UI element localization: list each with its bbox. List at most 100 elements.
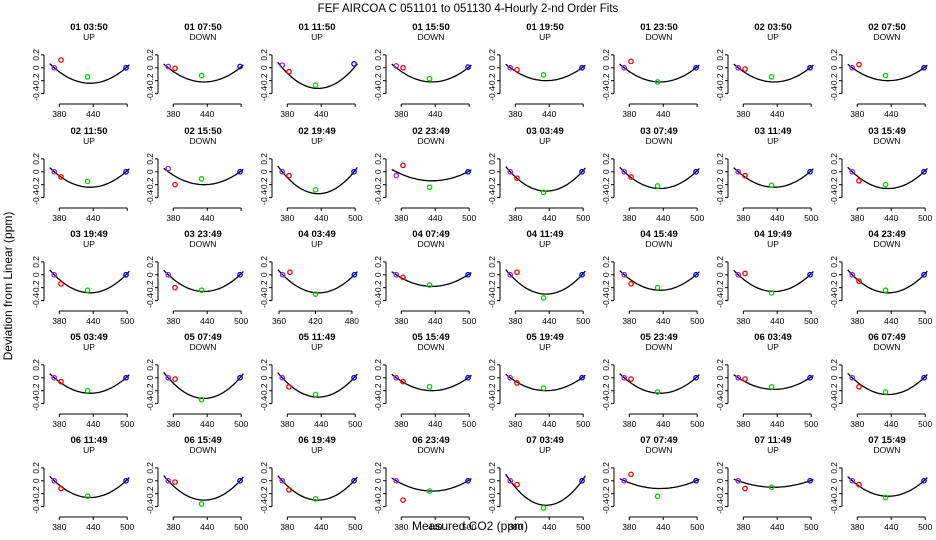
data-point: [693, 477, 699, 484]
data-point: [921, 477, 927, 484]
panel-title: 06 07:49: [868, 332, 906, 343]
panel-title: 04 03:49: [298, 229, 336, 240]
y-tick-label: -0.2: [31, 177, 41, 192]
data-point: [400, 378, 406, 385]
y-tick-label: 0: [145, 375, 155, 380]
x-tick-label: 380: [850, 419, 864, 429]
fit-curve: [733, 63, 814, 83]
y-tick-label: -0.2: [145, 177, 155, 192]
panel-direction: DOWN: [418, 136, 445, 146]
x-tick-label: 440: [428, 419, 442, 429]
x-tick-label: 500: [576, 522, 590, 532]
y-tick-label: -0.4: [829, 396, 839, 411]
panel-direction: DOWN: [190, 32, 217, 42]
data-point: [58, 280, 64, 287]
x-tick-label: 380: [622, 522, 636, 532]
x-tick-label: 380: [166, 522, 180, 532]
data-point: [237, 168, 243, 175]
y-tick-label: -0.2: [373, 383, 383, 398]
y-tick-label: -0.2: [259, 177, 269, 192]
y-tick-label: 0.2: [31, 256, 41, 268]
data-point: [165, 374, 172, 381]
panel-direction: DOWN: [874, 32, 901, 42]
data-point: [628, 471, 634, 478]
y-tick-label: 0.2: [373, 49, 383, 61]
y-tick-label: -0.2: [259, 383, 269, 398]
data-point: [621, 64, 628, 71]
x-tick-label: 440: [542, 316, 556, 326]
panel-direction: UP: [83, 239, 95, 249]
x-tick-label: 380: [622, 316, 636, 326]
y-tick-label: -0.2: [715, 383, 725, 398]
y-tick-label: 0: [829, 65, 839, 70]
y-tick-label: -0.4: [829, 190, 839, 205]
x-tick-label: 440: [428, 109, 442, 119]
x-tick-label: 440: [656, 316, 670, 326]
panel-direction: DOWN: [874, 445, 901, 455]
y-tick-label: -0.2: [145, 486, 155, 501]
panel-direction: UP: [311, 32, 323, 42]
data-point: [514, 481, 520, 488]
data-point: [123, 64, 129, 71]
data-point: [351, 477, 357, 484]
data-point: [351, 168, 357, 175]
x-tick-label: 500: [918, 522, 932, 532]
y-tick-label: 0.2: [373, 256, 383, 268]
x-tick-label: 440: [656, 109, 670, 119]
y-tick-label: 0: [487, 65, 497, 70]
data-point: [393, 477, 400, 484]
data-point: [279, 477, 286, 484]
data-point: [882, 287, 889, 294]
x-tick-label: 440: [314, 213, 328, 223]
y-tick-label: -0.4: [259, 86, 269, 101]
panel-direction: UP: [83, 342, 95, 352]
panel-title: 03 23:49: [184, 229, 222, 240]
x-axis-label: Measured CO2 (ppm): [412, 519, 528, 533]
x-tick-label: 500: [918, 316, 932, 326]
fit-curve: [619, 270, 700, 291]
data-point: [654, 284, 661, 291]
y-tick-label: -0.2: [373, 486, 383, 501]
y-tick-label: 0: [31, 375, 41, 380]
panel-title: 02 03:50: [754, 22, 792, 33]
y-tick-label: 0.2: [487, 359, 497, 371]
x-tick-label: 500: [348, 522, 362, 532]
x-tick-label: 380: [736, 109, 750, 119]
panel-title: 05 19:49: [526, 332, 564, 343]
fit-curve: [49, 373, 130, 394]
panel-title: 06 11:49: [71, 435, 108, 446]
y-tick-label: 0.2: [829, 256, 839, 268]
y-tick-label: -0.2: [715, 177, 725, 192]
y-tick-label: 0: [829, 272, 839, 277]
data-point: [84, 178, 91, 185]
fit-curve: [847, 63, 928, 82]
fit-curve: [505, 473, 586, 506]
data-point: [172, 181, 178, 188]
data-point: [84, 73, 91, 80]
y-tick-label: -0.4: [373, 396, 383, 411]
panel-title: 01 23:50: [640, 22, 678, 33]
fit-curve: [733, 269, 814, 293]
x-tick-label: 380: [394, 316, 408, 326]
data-point: [882, 389, 889, 395]
data-point: [579, 271, 585, 278]
y-tick-label: -0.4: [829, 499, 839, 514]
y-tick-label: -0.4: [373, 86, 383, 101]
x-tick-label: 500: [804, 213, 818, 223]
data-point: [621, 168, 628, 175]
data-point: [579, 477, 585, 484]
x-tick-label: 440: [314, 419, 328, 429]
x-tick-label: 380: [508, 213, 522, 223]
y-tick-label: -0.2: [259, 486, 269, 501]
